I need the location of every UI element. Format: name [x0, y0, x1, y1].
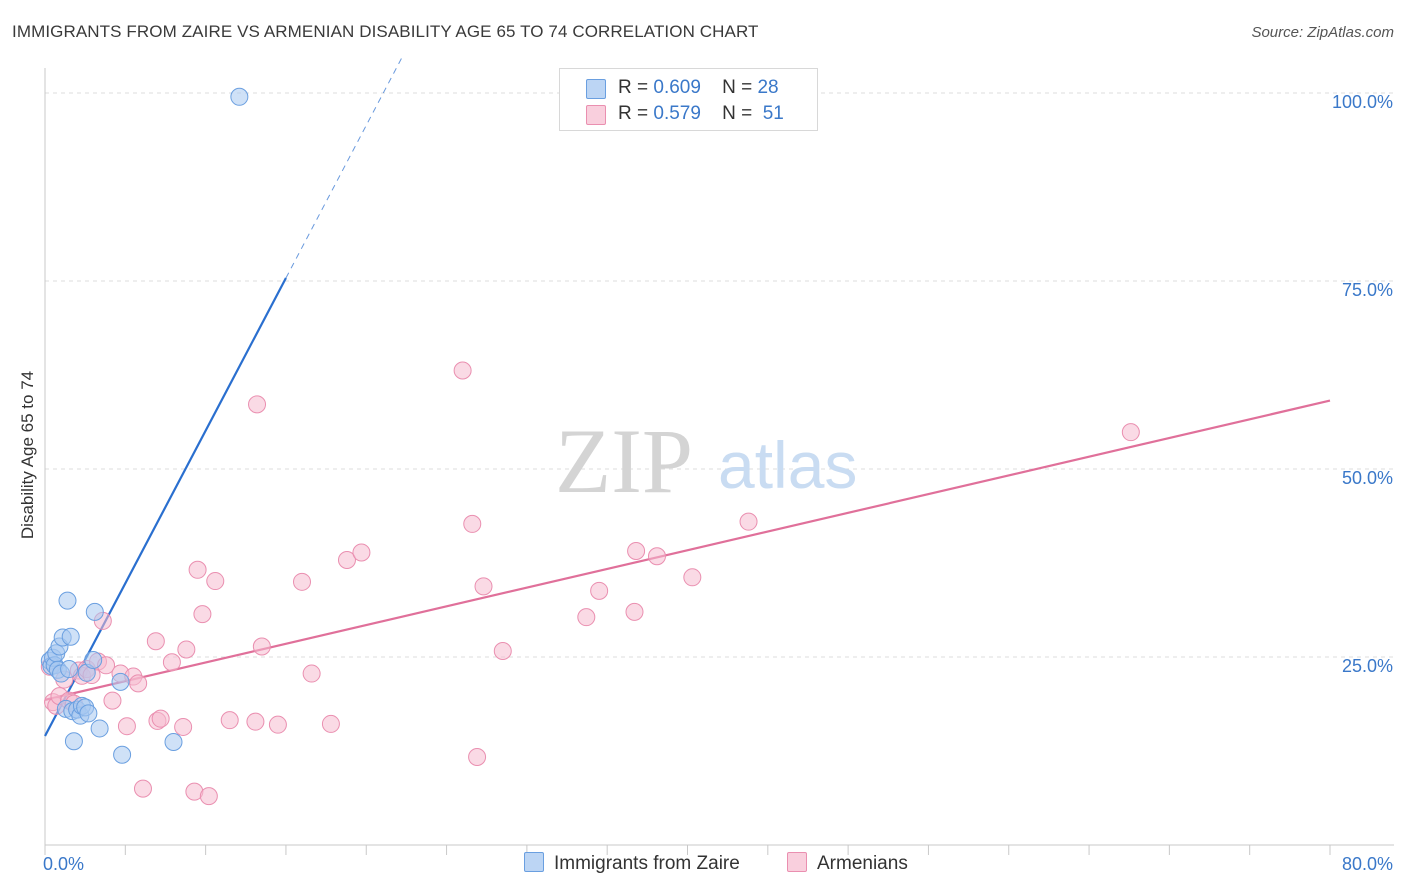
data-point-armenians [248, 395, 267, 414]
data-point-armenians [162, 653, 181, 672]
data-point-armenians [133, 779, 152, 798]
data-point-armenians [103, 691, 122, 710]
data-point-zaire [64, 732, 83, 751]
data-point-armenians [453, 361, 472, 380]
source-label: Source: ZipAtlas.com [1251, 24, 1394, 41]
legend-n-label: N = [722, 103, 753, 124]
data-point-armenians [193, 605, 212, 624]
data-point-zaire [113, 745, 132, 764]
data-point-zaire [61, 627, 80, 646]
data-point-armenians [151, 709, 170, 728]
data-point-armenians [246, 712, 265, 731]
bottom-legend-label-zaire: Immigrants from Zaire [554, 853, 740, 874]
legend-r-label: R = [618, 77, 649, 98]
data-point-armenians [463, 514, 482, 533]
data-point-armenians [647, 547, 666, 566]
data-point-armenians [352, 543, 371, 562]
bottom-legend-zaire: Immigrants from Zaire [524, 852, 740, 875]
data-point-armenians [268, 715, 287, 734]
legend: R = 0.609 N = 28 R = 0.579 N = 51 [559, 68, 818, 131]
axes [44, 68, 1394, 855]
data-point-zaire [111, 672, 130, 691]
data-point-armenians [683, 568, 702, 587]
data-point-armenians [302, 664, 321, 683]
data-point-armenians [590, 581, 609, 600]
watermark-zip: ZIP [555, 410, 693, 512]
data-point-armenians [117, 717, 136, 736]
data-point-armenians [321, 714, 340, 733]
data-point-zaire [58, 591, 77, 610]
data-point-zaire [79, 704, 98, 723]
grid-lines [45, 92, 1394, 658]
legend-n-value: 51 [762, 103, 784, 124]
y-tick-label: 25.0% [1342, 656, 1393, 676]
legend-swatch-armenians [586, 105, 606, 125]
bottom-legend-armenians: Armenians [787, 852, 908, 875]
watermark-atlas: atlas [718, 428, 857, 502]
bottom-legend-swatch-armenians [787, 852, 807, 872]
tick-labels: 25.0% 50.0% 75.0% 100.0% 0.0% 80.0% [43, 92, 1393, 874]
data-point-armenians [293, 572, 311, 591]
x-tick-label: 80.0% [1342, 854, 1393, 874]
data-point-zaire [230, 87, 249, 106]
data-point-armenians [206, 572, 225, 591]
data-point-armenians [188, 560, 207, 579]
y-tick-label: 75.0% [1342, 280, 1393, 300]
data-point-armenians [174, 717, 193, 736]
y-tick-label: 50.0% [1342, 468, 1393, 488]
data-point-armenians [129, 674, 148, 693]
data-point-armenians [474, 577, 493, 596]
data-point-zaire [90, 719, 109, 738]
data-point-armenians [220, 711, 239, 730]
data-point-armenians [199, 787, 218, 806]
data-points [40, 87, 1140, 806]
data-point-zaire [60, 660, 79, 679]
data-point-zaire [85, 602, 104, 621]
legend-r-value: 0.579 [653, 103, 701, 124]
y-axis-label: Disability Age 65 to 74 [18, 371, 37, 539]
legend-n-value: 28 [757, 77, 779, 98]
data-point-armenians [625, 602, 644, 621]
data-point-armenians [493, 641, 512, 660]
bottom-legend-swatch-zaire [524, 852, 544, 872]
legend-r-label: R = [618, 103, 649, 124]
data-point-zaire [164, 732, 183, 751]
chart-title: IMMIGRANTS FROM ZAIRE VS ARMENIAN DISABI… [12, 22, 759, 41]
data-point-armenians [146, 632, 165, 651]
data-point-armenians [177, 640, 196, 659]
y-tick-label: 100.0% [1332, 92, 1393, 112]
data-point-armenians [337, 551, 356, 570]
data-point-armenians [468, 748, 487, 767]
data-point-armenians [1121, 423, 1140, 442]
legend-swatch-zaire [586, 79, 606, 99]
watermark: ZIP atlas [555, 410, 857, 512]
bottom-legend-label-armenians: Armenians [817, 853, 908, 874]
data-point-armenians [252, 637, 271, 656]
trend-line-zaire-extension [285, 57, 403, 279]
trend-lines [44, 57, 1331, 737]
data-point-armenians [627, 541, 646, 560]
x-tick-label: 0.0% [43, 854, 84, 874]
data-point-zaire [84, 651, 103, 670]
legend-r-value: 0.609 [653, 77, 701, 98]
legend-n-label: N = [722, 77, 753, 98]
data-point-armenians [577, 608, 596, 627]
data-point-armenians [739, 512, 758, 531]
